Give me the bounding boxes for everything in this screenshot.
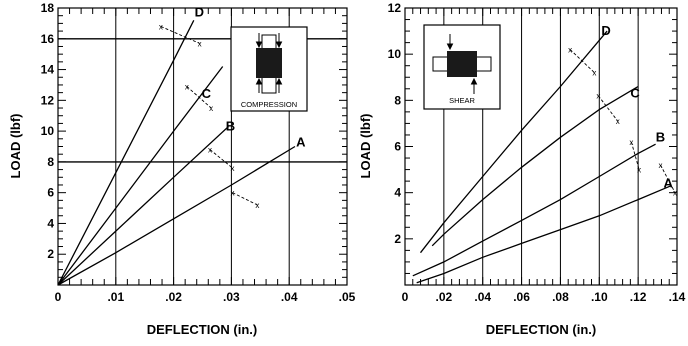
compression-break-marker: x [198, 39, 202, 48]
shear-y-tick-label: 12 [388, 1, 402, 15]
compression-curve-d [57, 20, 195, 286]
compression-x-axis-title: DEFLECTION (in.) [147, 322, 258, 337]
compression-break-dash [160, 26, 200, 44]
shear-curve-b [412, 143, 656, 277]
shear-y-tick-label: 10 [388, 47, 402, 61]
compression-y-tick-label: 18 [41, 1, 55, 15]
compression-y-tick-label: 12 [41, 93, 55, 107]
shear-force-arrows [446, 34, 478, 94]
compression-break-markers: x x x x x x x x [159, 22, 260, 210]
compression-break-marker: x [185, 82, 189, 91]
shear-break-markers: x x x x x x x x [568, 46, 677, 198]
shear-x-tick-label: .12 [630, 290, 647, 304]
compression-y-tick-label: 8 [47, 155, 54, 169]
compression-y-tick-label: 14 [41, 63, 55, 77]
compression-break-marker: x [209, 104, 213, 113]
compression-force-arrows [255, 33, 283, 93]
shear-break-marker: x [596, 92, 600, 101]
compression-y-tick-label: 10 [41, 124, 55, 138]
shear-ticks: 0 .02 .04 .06 .08 .10 .12 .14 2 4 6 8 10 12 [388, 1, 686, 304]
shear-break-marker: x [629, 138, 633, 147]
shear-y-tick-label: 2 [394, 232, 401, 246]
compression-y-tick-label: 4 [47, 216, 54, 230]
compression-specimen-block [256, 48, 282, 78]
compression-y-axis-title: LOAD (lbf) [8, 114, 23, 179]
compression-break-marker: x [208, 146, 212, 155]
compression-curve-b [57, 126, 229, 286]
compression-chart: 0 .01 .02 .03 .04 .05 2 4 6 8 10 12 14 16 18 x x x x x x xx … [8, 1, 356, 337]
shear-curve-label-a: A [663, 175, 673, 190]
shear-curve-labels: A B C D [601, 23, 673, 190]
compression-x-tick-label: .02 [165, 290, 182, 304]
shear-y-tick-label: 8 [394, 93, 401, 107]
compression-curve-a [57, 145, 296, 286]
shear-x-tick-label: .14 [669, 290, 686, 304]
shear-y-tick-label: 4 [394, 186, 401, 200]
compression-x-tick-label: .01 [107, 290, 124, 304]
shear-curve-d [419, 30, 608, 254]
compression-break-marker: x [231, 189, 235, 198]
compression-break-marker: x [231, 164, 235, 173]
compression-x-tick-label: .03 [223, 290, 240, 304]
compression-break-dash [209, 149, 233, 169]
compression-x-tick-label: .04 [281, 290, 298, 304]
shear-break-marker: x [568, 46, 572, 55]
compression-break-dash [232, 192, 258, 206]
shear-break-marker: x [673, 189, 677, 198]
compression-x-tick-label: .05 [339, 290, 356, 304]
compression-curve-label-b: B [226, 118, 235, 133]
compression-curve-label-c: C [202, 86, 212, 101]
shear-specimen-block [447, 51, 477, 77]
shear-curve-label-c: C [630, 85, 640, 100]
compression-break-marker: x [255, 201, 259, 210]
shear-break-marker: x [592, 69, 596, 78]
shear-curve-label-b: B [656, 129, 665, 144]
shear-curve-c [431, 85, 639, 247]
compression-y-tick-label: 16 [41, 32, 55, 46]
shear-y-axis-title: LOAD (lbf) [358, 114, 373, 179]
shear-break-dash [660, 164, 676, 193]
compression-y-tick-label: 2 [47, 247, 54, 261]
shear-break-marker: x [637, 166, 641, 175]
shear-curve-a [416, 185, 672, 284]
compression-curve-c [57, 66, 224, 286]
compression-inset: COMPRESSION [230, 26, 308, 112]
shear-break-dash [597, 95, 619, 122]
shear-inset-label: SHEAR [449, 96, 475, 105]
shear-break-marker: x [616, 117, 620, 126]
compression-curve-label-d: D [195, 4, 204, 19]
compression-break-marker: x [159, 22, 163, 31]
shear-curve-label-d: D [601, 23, 610, 38]
shear-x-tick-label: .10 [591, 290, 608, 304]
shear-x-axis-title: DEFLECTION (in.) [486, 322, 597, 337]
compression-break-dash [186, 86, 212, 109]
shear-inset: SHEAR [423, 24, 501, 110]
shear-y-tick-label: 6 [394, 140, 401, 154]
shear-x-tick-label: 0 [402, 290, 409, 304]
shear-x-tick-label: .06 [513, 290, 530, 304]
compression-curve-labels: A B C D [195, 4, 306, 149]
shear-x-tick-label: .08 [552, 290, 569, 304]
compression-ticks: 0 .01 .02 .03 .04 .05 2 4 6 8 10 12 14 16 18 [41, 1, 356, 304]
shear-x-tick-label: .04 [474, 290, 491, 304]
shear-curves [412, 30, 672, 284]
shear-break-dash [569, 49, 595, 73]
compression-curves [57, 20, 296, 286]
compression-inset-label: COMPRESSION [241, 100, 297, 109]
shear-chart: 0 .02 .04 .06 .08 .10 .12 .14 2 4 6 8 10 12 x x x x x x xx … [358, 1, 686, 337]
compression-x-tick-label: 0 [55, 290, 62, 304]
shear-break-marker: x [658, 161, 662, 170]
compression-curve-label-a: A [296, 135, 306, 150]
shear-x-tick-label: .02 [436, 290, 453, 304]
compression-y-tick-label: 6 [47, 186, 54, 200]
